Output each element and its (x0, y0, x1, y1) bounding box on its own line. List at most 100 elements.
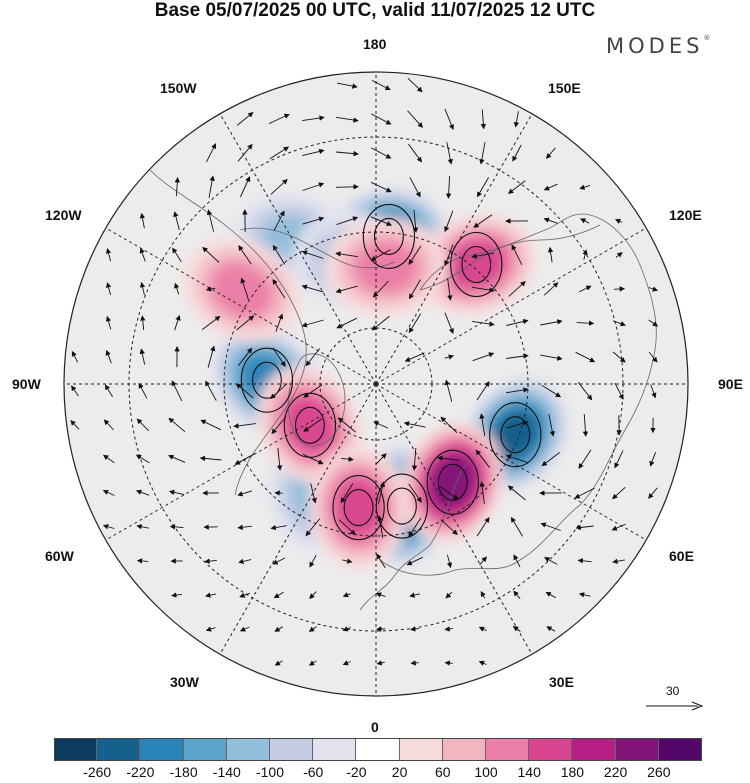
colorbar-swatch (226, 738, 270, 761)
wind-arrow (371, 79, 391, 91)
wind-arrow (447, 278, 453, 301)
wind-arrow (272, 278, 286, 299)
wind-arrow (506, 387, 529, 394)
wind-arrow (578, 285, 592, 293)
wind-arrow (206, 209, 215, 232)
wind-arrow (102, 489, 115, 496)
wind-arrow (471, 252, 494, 259)
wind-arrow (548, 414, 555, 437)
lon-label-60e: 60E (669, 548, 694, 564)
wind-arrow (375, 453, 387, 465)
wind-arrow (139, 212, 146, 229)
wind-arrow (169, 524, 184, 530)
wind-arrow (512, 625, 521, 632)
wind-arrow (508, 280, 526, 297)
wind-arrow (272, 347, 286, 367)
lon-label-60w: 60W (45, 548, 74, 564)
meridian-line (219, 383, 377, 655)
wind-arrow (71, 350, 79, 363)
wind-arrow (335, 184, 359, 190)
wind-arrow (613, 286, 625, 292)
colorbar-tick-label: 180 (560, 764, 585, 780)
wind-arrow (648, 319, 659, 327)
wind-arrow (579, 184, 591, 190)
colorbar (54, 738, 702, 761)
wind-arrow (139, 348, 146, 365)
wind-arrow (445, 175, 452, 199)
wind-arrow (208, 175, 215, 198)
meridian-line (375, 227, 647, 385)
colorbar-swatch (97, 738, 141, 761)
colorbar-tick-label: -260 (83, 764, 112, 780)
wind-arrow (370, 181, 392, 193)
colorbar-swatch (183, 738, 227, 761)
wind-arrow (237, 524, 252, 530)
wind-arrow (475, 449, 491, 468)
wind-arrow (240, 277, 249, 300)
wind-arrow (273, 591, 284, 599)
wind-arrow (472, 320, 495, 327)
wind-arrow (174, 314, 181, 331)
wind-arrow (446, 554, 453, 569)
neg-canada-contour (251, 361, 282, 399)
wind-arrow (513, 590, 521, 599)
colorbar-tick-label: 140 (517, 764, 541, 780)
wind-arrow (335, 150, 359, 157)
wind-arrow (478, 660, 487, 666)
wind-arrow (440, 519, 458, 536)
wind-arrow (472, 352, 495, 362)
wind-arrow (511, 244, 523, 266)
colorbar-swatch (54, 738, 98, 761)
wind-arrow (105, 282, 112, 296)
wind-arrow (235, 383, 254, 399)
wind-arrow (412, 209, 419, 233)
colorbar-frame (54, 738, 702, 761)
wind-arrow (476, 381, 490, 401)
wind-arrow (172, 247, 182, 263)
wind-arrow (340, 456, 354, 462)
wind-arrow (371, 315, 390, 331)
wind-arrow (270, 524, 287, 531)
height-contours (240, 203, 542, 541)
wind-arrow (540, 522, 561, 531)
wind-arrow (305, 518, 321, 537)
wind-arrow (409, 592, 421, 598)
neg-europe-contour (375, 473, 429, 539)
wind-arrow (234, 453, 255, 465)
wind-arrow (444, 210, 454, 233)
neg-siberia-contour (500, 416, 531, 454)
wind-arrow (444, 312, 454, 335)
wind-arrow (505, 454, 528, 463)
wind-arrow (337, 82, 358, 89)
wind-arrow (371, 147, 392, 159)
wind-arrow (174, 177, 180, 197)
wind-arrow (105, 248, 112, 262)
wind-arrow (168, 454, 186, 463)
wind-arrow (582, 413, 589, 437)
wind-arrow (237, 143, 253, 162)
wind-arrow (408, 279, 421, 300)
wind-arrow (408, 313, 422, 334)
wind-arrow (510, 516, 523, 537)
wind-arrow (577, 382, 593, 401)
wind-arrow (410, 660, 419, 666)
wind-arrow (476, 177, 489, 198)
colorbar-tick-label: -20 (346, 764, 367, 780)
wind-arrow (479, 142, 486, 165)
wind-arrow (543, 183, 558, 191)
wind-arrow (70, 420, 80, 430)
wind-arrow (479, 413, 486, 436)
wind-arrow (648, 351, 658, 363)
wind-arrow (342, 592, 351, 598)
wind-arrow (136, 524, 149, 530)
wind-arrow (408, 245, 422, 265)
colorbar-swatch (572, 738, 616, 761)
wind-arrow (135, 489, 150, 496)
coast-europe (359, 459, 471, 611)
coast-north-america (149, 169, 307, 496)
wind-arrow (473, 214, 493, 228)
wind-arrow (445, 591, 453, 599)
neg-canada-contour (240, 347, 294, 413)
wind-arrow (236, 112, 254, 126)
colorbar-swatch (270, 738, 314, 761)
